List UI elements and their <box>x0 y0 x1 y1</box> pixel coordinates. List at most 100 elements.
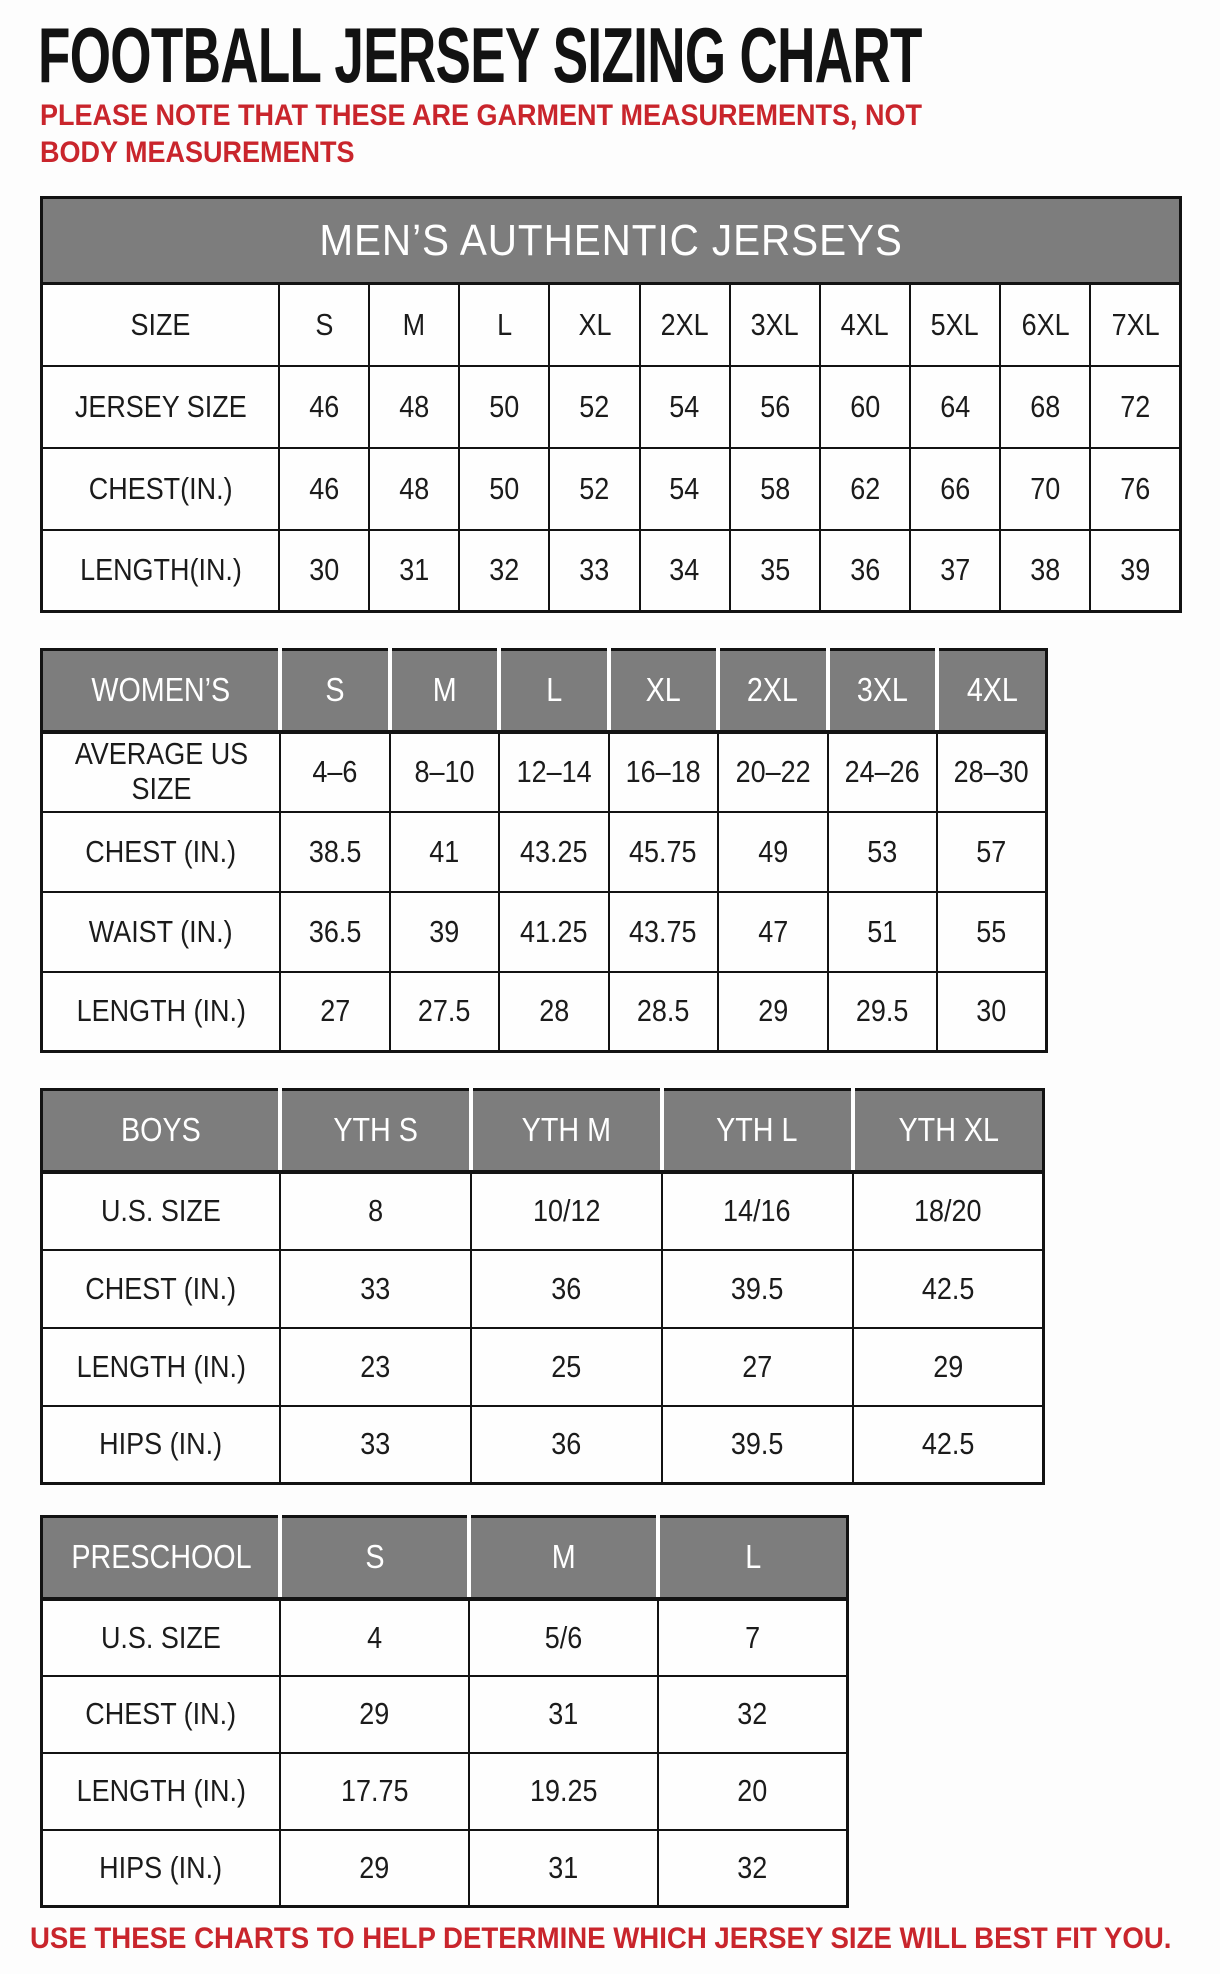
value-cell-text: 49 <box>757 833 788 869</box>
size-header-cell: 4XL <box>935 648 1048 734</box>
value-cell-text: 48 <box>399 470 430 506</box>
size-header-cell-text: M <box>432 671 457 709</box>
value-cell: 48 <box>368 446 461 531</box>
value-cell: 36 <box>469 1248 663 1329</box>
value-cell-text: 39.5 <box>730 1270 784 1306</box>
size-header-cell-text: 2XL <box>747 671 799 709</box>
mens-size-table: SIZE S M L XL 2XL 3XL 4XL 5XL 6XL 7XL JERSEY SIZE 46… <box>40 282 1182 613</box>
row-label-cell-text: CHEST (IN.) <box>85 833 237 869</box>
size-header-cell: YTH L <box>659 1088 854 1174</box>
value-cell-text: 33 <box>579 552 610 588</box>
value-cell: 29 <box>278 1828 471 1908</box>
value-cell: 27.5 <box>388 970 500 1053</box>
row-label-cell-text: U.S. SIZE <box>101 1619 221 1655</box>
value-cell-text: 33 <box>360 1426 391 1462</box>
value-cell: 5XL <box>908 282 1002 367</box>
row-label-cell-text: WAIST (IN.) <box>89 913 233 949</box>
value-cell-text: 68 <box>1030 388 1061 424</box>
value-cell: 66 <box>908 446 1002 531</box>
table-title-cell-text: WOMEN’S <box>91 671 230 709</box>
value-cell: 33 <box>279 1404 472 1485</box>
value-cell-text: 42.5 <box>921 1270 975 1306</box>
row-label-cell-text: U.S. SIZE <box>101 1193 221 1228</box>
value-cell-text: 6XL <box>1021 306 1070 342</box>
row-label-cell: LENGTH(IN.) <box>40 528 280 613</box>
value-cell-text: 16–18 <box>625 754 701 789</box>
value-cell-text: 27 <box>319 993 350 1029</box>
value-cell-text: 27.5 <box>418 993 471 1029</box>
value-cell: 14/16 <box>660 1170 854 1251</box>
size-header-cell-text: L <box>745 1538 762 1576</box>
value-cell-text: 45.75 <box>629 833 697 869</box>
size-header-cell-text: YTH S <box>333 1111 418 1149</box>
table-header-row: BOYS YTH S YTH M YTH L YTH XL <box>40 1088 1045 1174</box>
value-cell: 50 <box>458 446 551 531</box>
value-cell-text: 47 <box>757 913 788 949</box>
value-cell: L <box>458 282 551 367</box>
size-header-cell-text: M <box>551 1538 576 1576</box>
value-cell: 28.5 <box>607 970 719 1053</box>
value-cell: 30 <box>277 528 371 613</box>
size-header-cell: YTH S <box>278 1088 472 1174</box>
row-label-cell-text: LENGTH(IN.) <box>79 552 242 588</box>
value-cell: 20 <box>657 1751 849 1831</box>
value-cell-text: 46 <box>309 388 340 424</box>
value-cell: 4XL <box>818 282 911 367</box>
size-header-cell: YTH XL <box>850 1088 1045 1174</box>
value-cell: 38 <box>999 528 1092 613</box>
row-label-cell: U.S. SIZE <box>40 1170 281 1251</box>
value-cell-text: 5/6 <box>544 1619 583 1655</box>
table-row: U.S. SIZE 8 10/12 14/16 18/20 <box>40 1170 1045 1251</box>
value-cell-text: 25 <box>551 1348 582 1384</box>
value-cell: 76 <box>1089 446 1182 531</box>
table-row: CHEST (IN.) 29 31 32 <box>40 1674 849 1754</box>
row-label-cell-text: HIPS (IN.) <box>99 1426 223 1462</box>
value-cell-text: 51 <box>867 913 898 949</box>
value-cell-text: 39.5 <box>730 1426 784 1462</box>
footer-note: USE THESE CHARTS TO HELP DETERMINE WHICH… <box>30 1922 1220 1956</box>
value-cell-text: 60 <box>849 388 880 424</box>
row-label-cell-text: CHEST(IN.) <box>88 470 233 506</box>
value-cell: M <box>368 282 461 367</box>
value-cell-text: S <box>315 306 334 342</box>
value-cell-text: 41 <box>429 833 460 869</box>
size-header-cell-text: 3XL <box>856 671 908 709</box>
value-cell-text: 4–6 <box>312 754 358 789</box>
row-label-cell: CHEST (IN.) <box>40 1674 281 1754</box>
value-cell: 31 <box>368 528 461 613</box>
value-cell-text: 4 <box>367 1619 383 1655</box>
value-cell: 50 <box>458 364 551 449</box>
value-cell-text: 20 <box>737 1773 768 1808</box>
table-title-cell-text: BOYS <box>120 1111 201 1149</box>
value-cell-text: 19.25 <box>529 1773 598 1808</box>
value-cell-text: 18/20 <box>914 1193 982 1228</box>
value-cell: 43.25 <box>498 810 610 893</box>
size-header-cell-text: YTH L <box>716 1111 798 1149</box>
value-cell: 42.5 <box>851 1404 1045 1485</box>
value-cell: 54 <box>638 446 731 531</box>
value-cell: 30 <box>936 970 1048 1053</box>
value-cell: 32 <box>657 1828 849 1908</box>
row-label-cell-text: SIZE <box>130 306 191 342</box>
value-cell-text: 43.25 <box>519 833 588 869</box>
value-cell: 23 <box>279 1326 472 1407</box>
value-cell-text: 56 <box>759 388 790 424</box>
size-header-cell: YTH M <box>468 1088 663 1174</box>
value-cell-text: 41.25 <box>519 913 588 949</box>
value-cell: 24–26 <box>826 730 938 813</box>
value-cell: 57 <box>936 810 1048 893</box>
value-cell: 27 <box>279 970 391 1053</box>
value-cell: 37 <box>908 528 1002 613</box>
row-label-cell: LENGTH (IN.) <box>40 970 281 1053</box>
value-cell-text: 7 <box>745 1619 761 1655</box>
value-cell-text: 29 <box>359 1696 390 1731</box>
value-cell: 29.5 <box>826 970 938 1053</box>
value-cell: 39 <box>1089 528 1182 613</box>
value-cell: 39.5 <box>660 1248 854 1329</box>
value-cell-text: 36 <box>849 552 880 588</box>
value-cell: 2XL <box>638 282 731 367</box>
value-cell-text: 20–22 <box>735 754 811 789</box>
value-cell-text: 72 <box>1120 388 1151 424</box>
size-header-cell: 2XL <box>716 648 829 734</box>
value-cell-text: 24–26 <box>844 754 920 789</box>
